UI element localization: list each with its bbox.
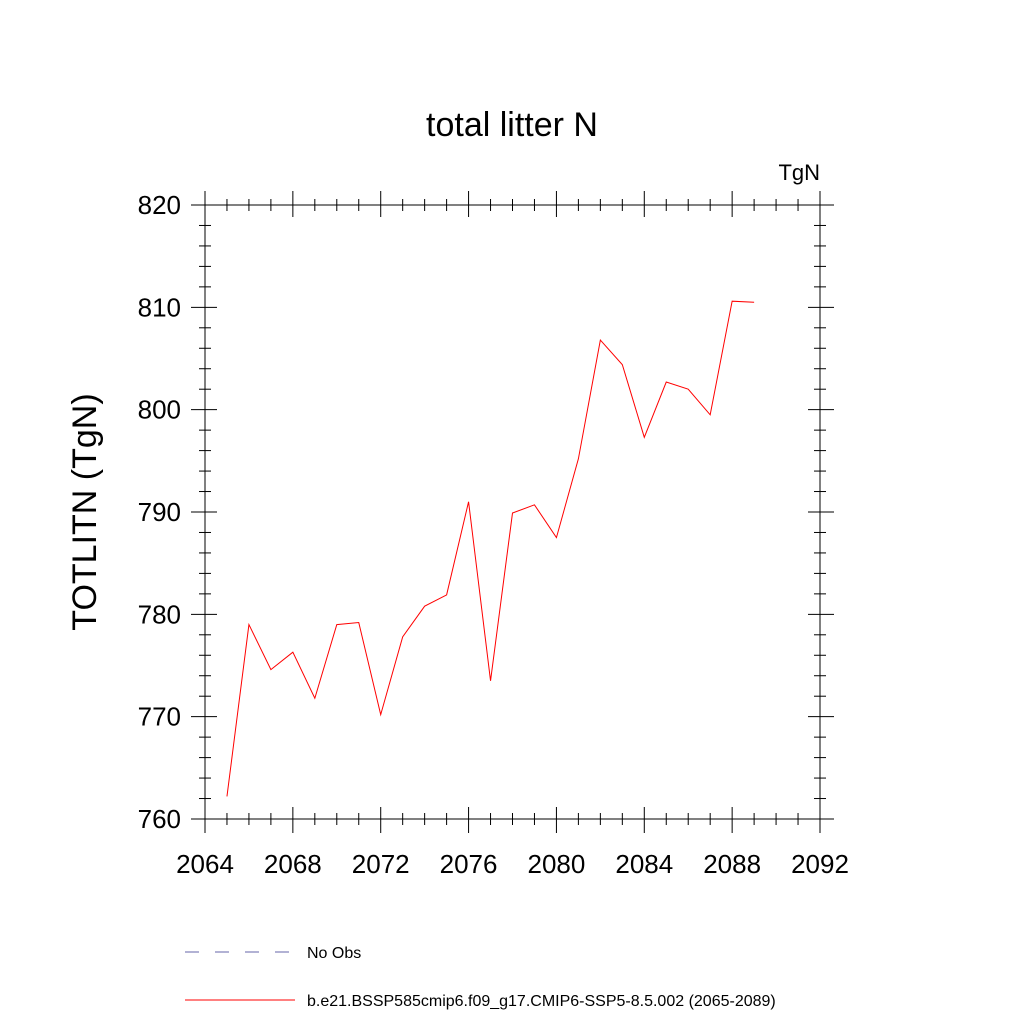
x-tick-labels: 2064 2068 2072 2076 2080 2084 2088 2092 (176, 849, 849, 879)
legend-label: b.e21.BSSP585cmip6.f09_g17.CMIP6-SSP5-8.… (307, 993, 776, 1010)
x-tick-label: 2076 (440, 849, 498, 879)
y-tick-labels: 760 770 780 790 800 810 820 (138, 190, 181, 834)
y-tick-label: 770 (138, 702, 181, 732)
y-tick-label: 790 (138, 497, 181, 527)
series-line (226, 300, 755, 797)
y-tick-label: 780 (138, 599, 181, 629)
plot-frame (204, 204, 821, 820)
y-tick-label: 810 (138, 292, 181, 322)
y-axis-label: TOTLITN (TgN) (66, 393, 104, 630)
y-tick-label: 760 (138, 804, 181, 834)
chart-title: total litter N (426, 106, 598, 144)
y-tick-label: 820 (138, 190, 181, 220)
y-tick-label: 800 (138, 395, 181, 425)
x-tick-label: 2092 (791, 849, 849, 879)
x-tick-label: 2068 (264, 849, 322, 879)
minor-ticks (199, 199, 826, 825)
x-tick-label: 2080 (528, 849, 586, 879)
legend: No Obs b.e21.BSSP585cmip6.f09_g17.CMIP6-S… (185, 945, 776, 1010)
x-tick-label: 2088 (703, 849, 761, 879)
legend-label: No Obs (307, 945, 361, 962)
x-tick-label: 2064 (176, 849, 234, 879)
series-layer (226, 300, 755, 797)
major-ticks (191, 191, 834, 833)
units-label: TgN (778, 160, 820, 185)
x-tick-label: 2084 (615, 849, 673, 879)
x-tick-label: 2072 (352, 849, 410, 879)
